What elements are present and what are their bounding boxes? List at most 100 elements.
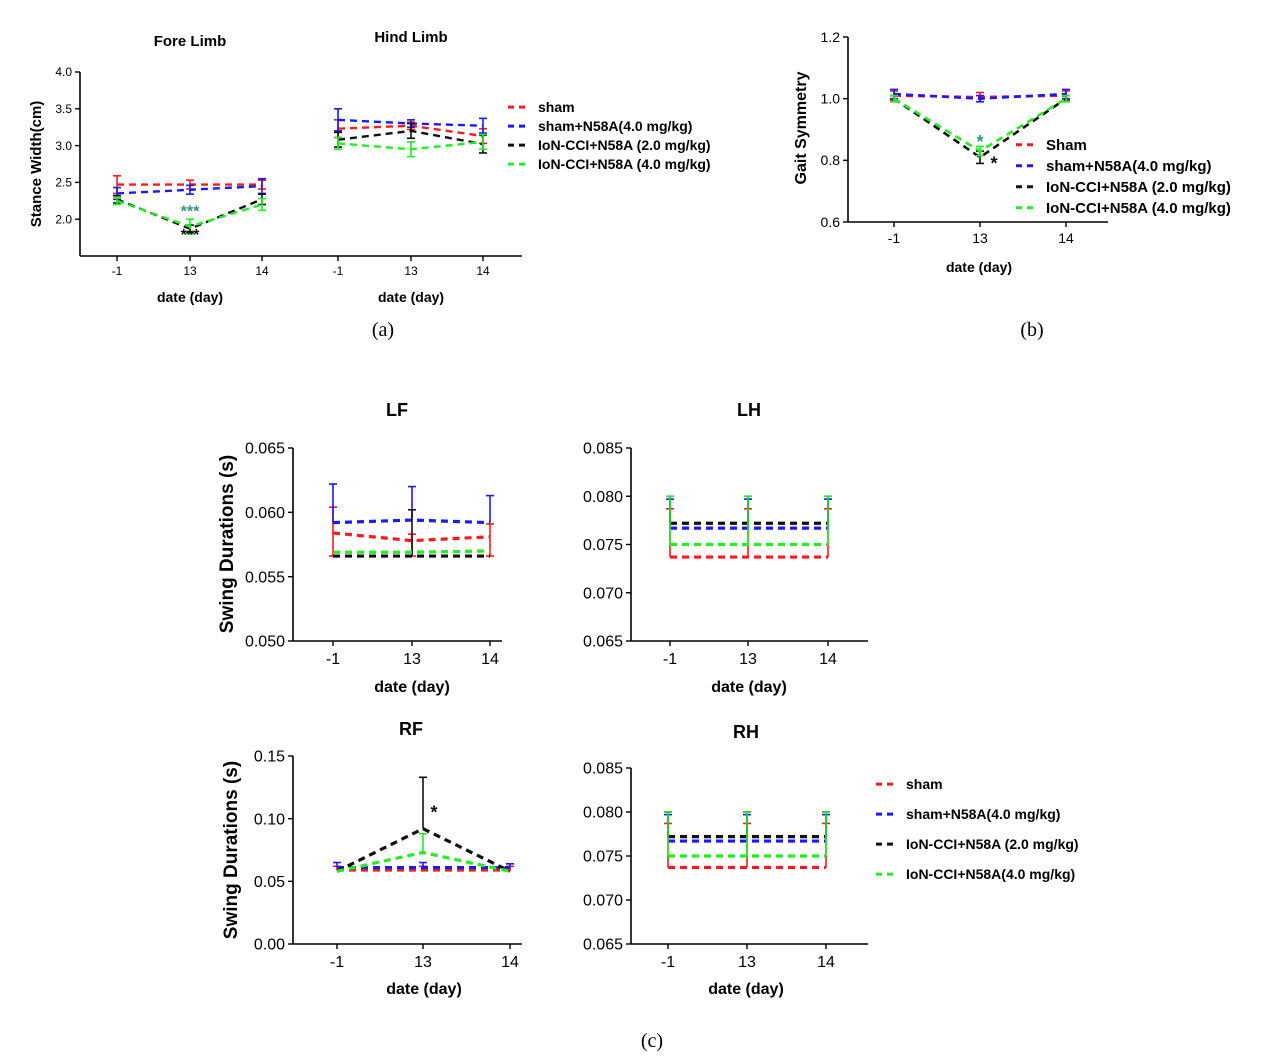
x-tick-label: -1: [888, 230, 901, 246]
x-axis-label: date (day): [157, 289, 223, 305]
panel-label-a: (a): [372, 319, 394, 341]
y-tick-label: 0.10: [254, 811, 285, 828]
series-line: [332, 518, 491, 525]
y-axis-label: Swing Durations (s): [217, 455, 238, 633]
series-green: [664, 811, 830, 858]
y-tick-label: 3.0: [55, 139, 72, 153]
legend-label: sham+N58A(4.0 mg/kg): [1046, 158, 1211, 175]
y-tick-label: 0.065: [245, 441, 285, 458]
x-axis-label: date (day): [711, 679, 787, 696]
y-tick-label: 0.070: [583, 893, 623, 910]
significance-marker: *: [990, 154, 997, 174]
legend-label: sham: [538, 99, 575, 115]
series-line: [332, 531, 491, 543]
y-axis-label: Stance Width(cm): [28, 101, 45, 228]
legend-label: Sham: [1046, 137, 1087, 154]
series-red: [666, 507, 832, 559]
series-line: [336, 826, 511, 873]
x-tick-label: 13: [739, 651, 757, 668]
legend-label: IoN-CCI+N58A (2.0 mg/kg): [906, 836, 1079, 852]
y-tick-label: 0.060: [245, 505, 285, 522]
panel-label-b: (b): [1020, 319, 1043, 341]
y-tick-label: 2.5: [55, 176, 72, 190]
chart-a-stance-width: 4.0 3.5 3.0 2.5 2.0 -1 13 14 -1 13 14 Stance Width(…: [28, 29, 522, 305]
y-tick-label: 0.075: [583, 537, 623, 554]
series-green: [333, 549, 491, 554]
chart-title: RF: [399, 719, 423, 739]
y-tick-label: 0.085: [583, 441, 623, 458]
series-black: [666, 495, 832, 525]
x-tick-label: -1: [112, 264, 123, 278]
y-tick-label: 1.0: [821, 91, 841, 107]
y-axis-label: Gait Symmetry: [793, 71, 810, 184]
x-tick-label: 14: [501, 954, 519, 971]
x-axis-label: date (day): [708, 981, 784, 998]
chart-c-lh: 0.085 0.080 0.075 0.070 0.065 -1 13 14 LH date (d…: [583, 400, 868, 696]
y-tick-label: 0.080: [583, 489, 623, 506]
x-tick-label: 13: [404, 264, 418, 278]
legend-label: IoN-CCI+N58A (2.0 mg/kg): [1046, 179, 1231, 196]
x-tick-label: 14: [255, 264, 269, 278]
legend-label: IoN-CCI+N58A (2.0 mg/kg): [538, 137, 711, 153]
legend-label: sham: [906, 776, 943, 792]
x-tick-label: 13: [972, 230, 988, 246]
x-tick-label: -1: [663, 651, 677, 668]
y-tick-label: 0.8: [821, 152, 841, 168]
x-tick-label: 13: [183, 264, 197, 278]
y-tick-label: 0.6: [821, 214, 841, 230]
x-tick-label: 14: [817, 954, 835, 971]
y-tick-label: 3.5: [55, 102, 72, 116]
series-green: [336, 832, 511, 873]
legend-label: IoN-CCI+N58A (4.0 mg/kg): [1046, 200, 1231, 217]
series-black: [336, 776, 511, 873]
y-tick-label: 0.05: [254, 874, 285, 891]
x-tick-label: 13: [403, 651, 421, 668]
series-line: [333, 549, 491, 554]
x-axis-label: date (day): [378, 289, 444, 305]
legends: sham sham+N58A(4.0 mg/kg) IoN-CCI+N58A (2.…: [508, 99, 1231, 882]
x-tick-label: -1: [326, 651, 340, 668]
series-blue: [333, 861, 514, 870]
chart-title: LF: [386, 400, 408, 420]
chart-c-lf: 0.065 0.060 0.055 0.050 -1 13 14 LF Swing Durati…: [217, 400, 502, 696]
x-axis-label: date (day): [386, 981, 462, 998]
y-tick-label: 0.075: [583, 849, 623, 866]
x-axis-label: date (day): [374, 679, 450, 696]
y-tick-label: 0.065: [583, 937, 623, 954]
subtitle-hind-limb: Hind Limb: [374, 29, 447, 46]
y-tick-label: 4.0: [55, 65, 72, 79]
series-red: [113, 119, 487, 195]
legend-a: sham sham+N58A(4.0 mg/kg) IoN-CCI+N58A (2.…: [508, 99, 711, 172]
chart-title: LH: [737, 400, 761, 420]
y-tick-label: 0.080: [583, 805, 623, 822]
y-axis-label: Swing Durations (s): [221, 761, 242, 939]
series-green: [113, 133, 487, 235]
x-tick-label: 13: [738, 954, 756, 971]
y-tick-label: 2.0: [55, 212, 72, 226]
chart-b-gait-symmetry: 1.2 1.0 0.8 0.6 -1 13 14 Gait Symmetry date (day…: [793, 29, 1108, 275]
y-tick-label: 0.00: [254, 937, 285, 954]
y-tick-label: 0.070: [583, 585, 623, 602]
x-tick-label: -1: [330, 954, 344, 971]
series-green: [666, 495, 832, 547]
subtitle-fore-limb: Fore Limb: [154, 33, 227, 50]
y-tick-label: 0.050: [245, 634, 285, 651]
significance-marker: ***: [181, 227, 200, 244]
legend-label: sham+N58A(4.0 mg/kg): [906, 806, 1060, 822]
series-blue: [890, 88, 1070, 103]
series-black: [333, 508, 490, 558]
panel-label-c: (c): [641, 1030, 663, 1052]
legend-b: Sham sham+N58A(4.0 mg/kg) IoN-CCI+N58A (2.…: [1016, 137, 1231, 217]
chart-c-rh: 0.085 0.080 0.075 0.070 0.065 -1 13 14 RH date (d…: [583, 722, 868, 998]
x-tick-label: -1: [333, 264, 344, 278]
x-tick-label: 14: [1058, 230, 1074, 246]
significance-marker: *: [430, 803, 437, 823]
significance-marker: ***: [181, 203, 200, 220]
chart-c-rf: 0.15 0.10 0.05 0.00 -1 13 14 RF Swing Durations …: [221, 719, 522, 998]
x-axis-label: date (day): [946, 259, 1012, 275]
y-tick-label: 0.055: [245, 569, 285, 586]
y-tick-label: 1.2: [821, 29, 841, 45]
y-tick-label: 0.085: [583, 761, 623, 778]
x-tick-label: 14: [481, 651, 499, 668]
